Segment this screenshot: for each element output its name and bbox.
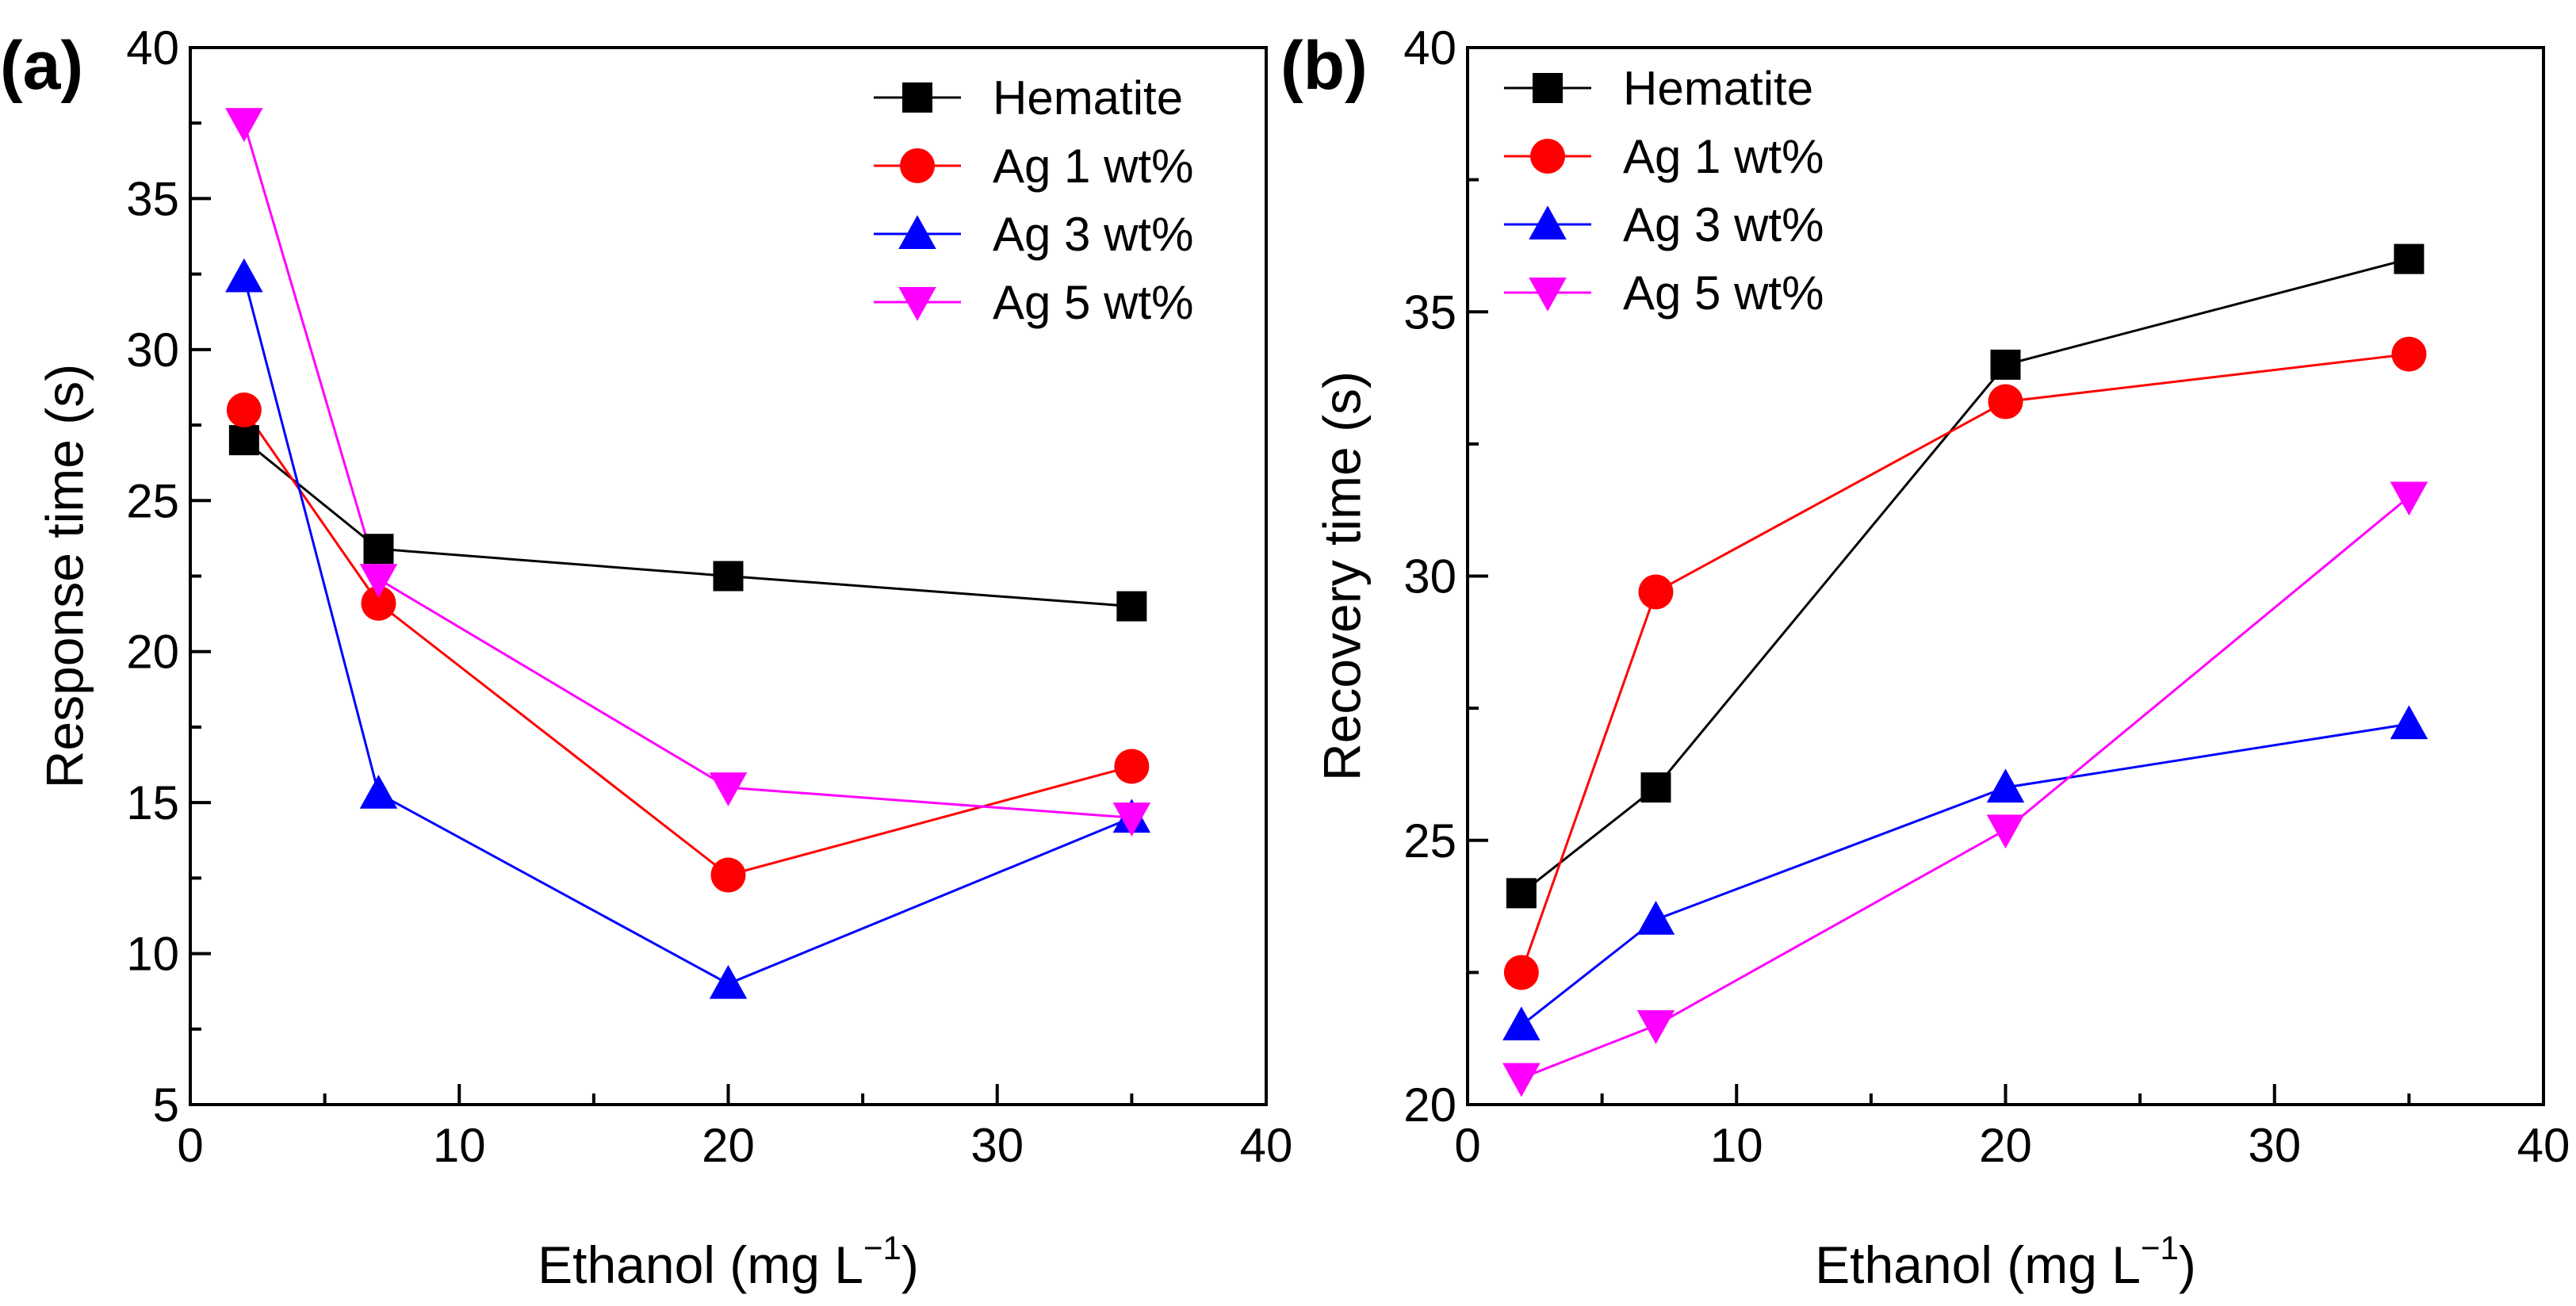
x-axis-title: Ethanol (mg L−1) [538, 1229, 919, 1294]
y-tick-label: 5 [153, 1078, 179, 1132]
x-tick-label: 30 [2248, 1119, 2301, 1172]
data-point [359, 774, 398, 809]
data-point [709, 772, 748, 806]
legend-marker [898, 215, 936, 249]
data-point [363, 534, 394, 565]
legend-marker [1530, 139, 1565, 174]
series-line [1520, 353, 2409, 973]
chart-panel-b: 0 10 20 30 40 20 25 30 35 40 Ethanol (mg L−1) Recov… [1280, 21, 2570, 1294]
y-axis-title: Response time (s) [35, 364, 94, 789]
x-tick-label: 20 [702, 1119, 755, 1172]
data-point [1988, 384, 2023, 419]
legend-marker [1533, 73, 1563, 103]
y-tick-label: 25 [1403, 814, 1456, 867]
data-point [1638, 574, 1674, 610]
data-point [1503, 955, 1539, 990]
series-line [243, 122, 1132, 819]
legend-label: Hematite [993, 71, 1183, 124]
legend-label: Ag 3 wt% [993, 208, 1193, 261]
x-tick-label: 20 [1979, 1119, 2032, 1172]
data-point [1986, 768, 2025, 803]
data-point [1990, 349, 2021, 380]
legend-label: Ag 1 wt% [993, 140, 1193, 193]
y-tick-label: 10 [126, 928, 179, 981]
y-tick-label: 15 [126, 776, 179, 829]
panel-label: (b) [1280, 28, 1368, 104]
data-point [361, 585, 396, 621]
chart-panel-a: 0 10 20 30 40 5 10 15 20 25 30 35 40 Ethanol (mg L−1)… [0, 21, 1292, 1294]
legend-label: Ag 3 wt% [1623, 198, 1824, 251]
data-point [713, 561, 744, 592]
series-line [243, 409, 1132, 877]
data-point [359, 564, 398, 599]
y-tick-label: 35 [1403, 285, 1456, 339]
data-point [1502, 1006, 1541, 1041]
x-tick-label: 10 [1710, 1119, 1763, 1172]
x-tick-label: 40 [1240, 1119, 1293, 1172]
legend-marker [900, 148, 935, 183]
legend-marker [1529, 278, 1567, 312]
panel-label: (a) [0, 28, 83, 104]
y-tick-label: 40 [1403, 21, 1456, 75]
data-point [225, 108, 263, 142]
x-tick-label: 30 [970, 1119, 1024, 1172]
data-point [1116, 591, 1147, 622]
series-line [1520, 258, 2409, 894]
series-line [243, 439, 1132, 608]
data-point [1114, 749, 1150, 784]
y-tick-label: 20 [126, 626, 179, 679]
y-tick-label: 40 [126, 21, 179, 75]
data-point [228, 425, 259, 456]
data-point [1640, 772, 1671, 803]
data-point [226, 393, 262, 428]
legend-label: Hematite [1623, 62, 1813, 115]
series-line [243, 277, 1132, 986]
y-tick-label: 20 [1403, 1078, 1456, 1132]
data-point [1112, 802, 1151, 837]
x-tick-label: 0 [1454, 1119, 1480, 1172]
y-tick-label: 30 [1403, 550, 1456, 603]
legend-label: Ag 5 wt% [1623, 266, 1824, 320]
data-point [1636, 900, 1675, 935]
legend-label: Ag 1 wt% [1623, 130, 1824, 183]
data-point [225, 258, 263, 293]
data-point [709, 964, 748, 999]
data-point [2391, 336, 2427, 372]
data-point [710, 857, 746, 893]
y-tick-label: 30 [126, 324, 179, 377]
data-point [1986, 814, 2025, 849]
x-tick-label: 0 [177, 1119, 203, 1172]
legend: Hematite Ag 1 wt% Ag 3 wt% Ag 5 wt% [1504, 62, 1824, 320]
data-point [1502, 1063, 1541, 1097]
legend-label: Ag 5 wt% [993, 276, 1193, 329]
y-tick-label: 25 [126, 474, 179, 527]
data-point [2394, 243, 2425, 274]
data-point [2390, 705, 2429, 740]
series-line [1521, 496, 2410, 1080]
data-point [1636, 1010, 1675, 1044]
x-axis-title: Ethanol (mg L−1) [1815, 1229, 2196, 1294]
x-tick-label: 10 [433, 1119, 486, 1172]
data-point [1506, 878, 1537, 909]
legend-marker [1529, 205, 1567, 239]
x-tick-label: 40 [2517, 1119, 2570, 1172]
legend-marker [898, 287, 936, 321]
legend-marker [902, 82, 932, 113]
y-tick-label: 35 [126, 172, 179, 225]
legend: Hematite Ag 1 wt% Ag 3 wt% Ag 5 wt% [874, 71, 1193, 329]
y-axis-title: Recovery time (s) [1312, 371, 1371, 781]
series-line [1520, 722, 2409, 1027]
data-point [2390, 481, 2429, 516]
